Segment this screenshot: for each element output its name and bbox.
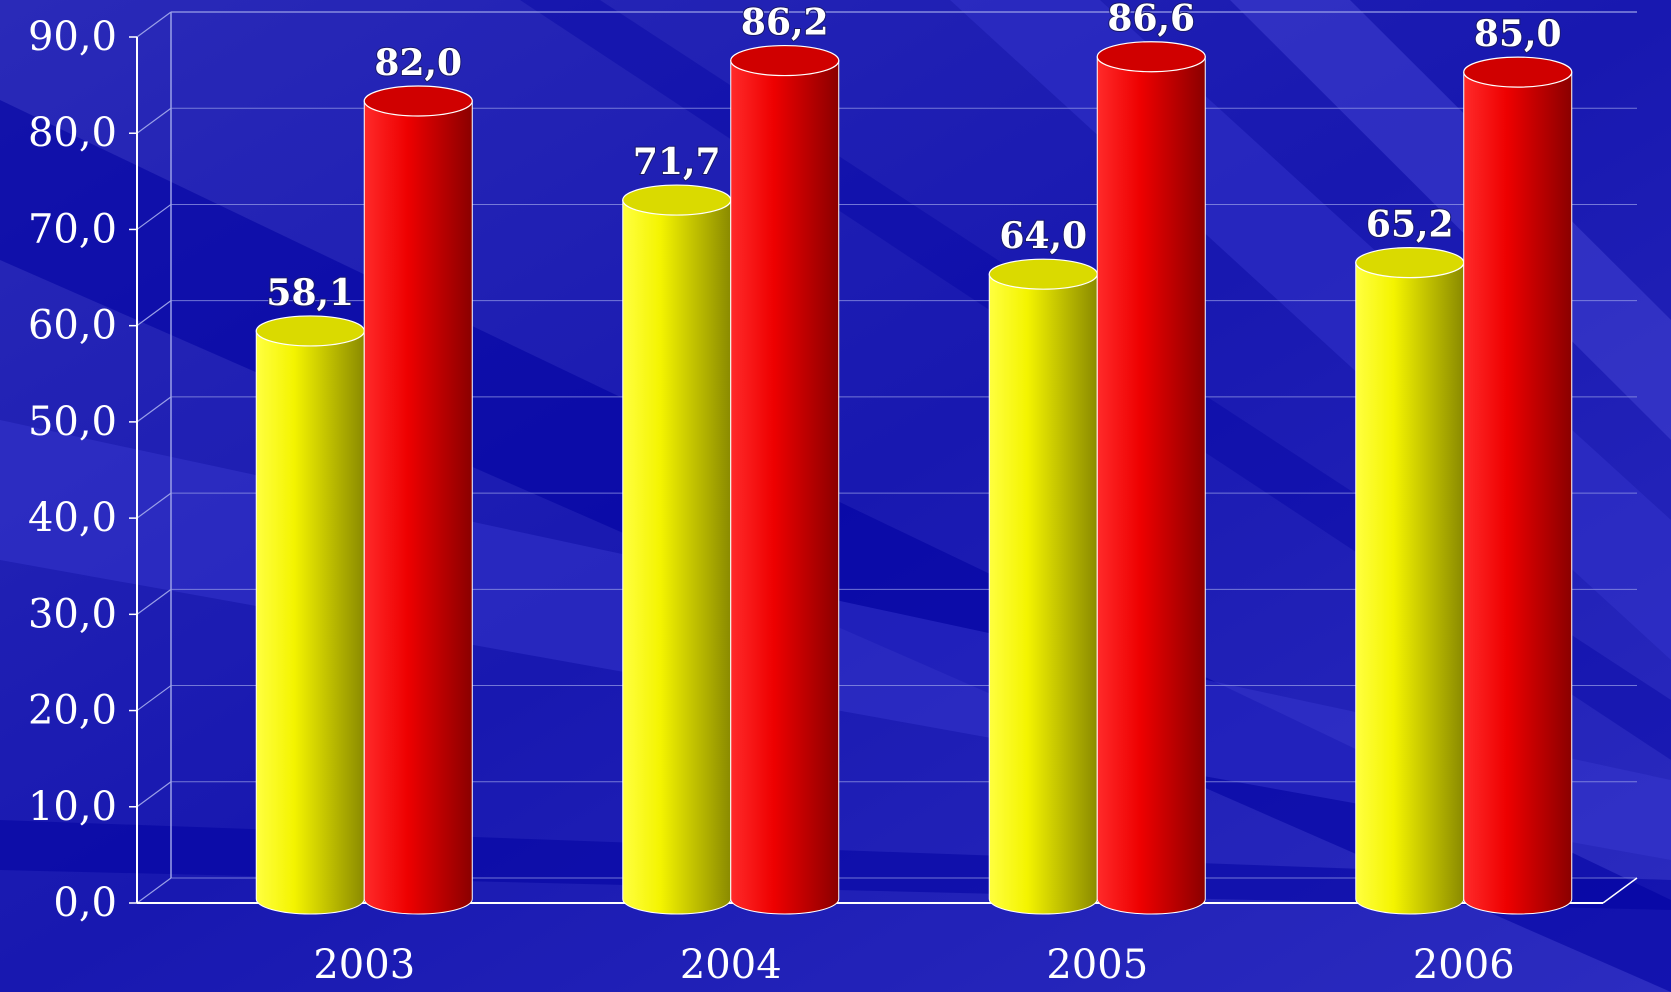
x-category-label: 2006 bbox=[1413, 942, 1515, 988]
x-category-label: 2005 bbox=[1046, 942, 1148, 988]
y-tick-label: 50,0 bbox=[28, 399, 117, 445]
y-tick-label: 70,0 bbox=[28, 206, 117, 252]
bar-2004-series-2 bbox=[730, 44, 840, 915]
bar-body bbox=[1463, 71, 1573, 915]
bar-body bbox=[1355, 262, 1465, 915]
bar-top bbox=[1355, 247, 1465, 279]
y-tick-label: 60,0 bbox=[28, 303, 117, 349]
bar-2006-series-2 bbox=[1463, 56, 1573, 915]
y-tick-label: 80,0 bbox=[28, 110, 117, 156]
x-axis-category-labels: 2003 2004 2005 2006 bbox=[313, 942, 1514, 988]
y-tick-label: 30,0 bbox=[28, 591, 117, 637]
bars bbox=[255, 41, 1573, 915]
x-category-label: 2003 bbox=[313, 942, 415, 988]
y-tick-label: 10,0 bbox=[28, 784, 117, 830]
value-label: 85,0 bbox=[1474, 13, 1562, 55]
value-labels: 58,1 82,0 71,7 86,2 64,0 86,6 65,2 85,0 bbox=[265, 0, 1562, 315]
bar-top bbox=[730, 44, 840, 77]
y-tick-label: 20,0 bbox=[28, 688, 117, 734]
bar-top bbox=[363, 85, 473, 117]
bar-top bbox=[622, 184, 732, 216]
y-axis-tick-labels: 0,0 10,0 20,0 30,0 40,0 50,0 60,0 70,0 80,0 90,0 bbox=[28, 14, 117, 926]
bar-2005-series-1 bbox=[988, 258, 1098, 915]
value-label: 82,0 bbox=[374, 42, 462, 84]
bar-top bbox=[1096, 41, 1206, 73]
y-tick-label: 0,0 bbox=[53, 880, 117, 926]
y-tick-label: 40,0 bbox=[28, 495, 117, 541]
bar-top bbox=[988, 258, 1098, 290]
bar-body bbox=[1096, 56, 1206, 915]
bar-body bbox=[622, 199, 732, 915]
value-label: 86,6 bbox=[1107, 0, 1195, 40]
bar-2006-series-1 bbox=[1355, 247, 1465, 915]
bar-2005-series-2 bbox=[1096, 41, 1206, 915]
value-label: 65,2 bbox=[1366, 204, 1454, 246]
bar-2004-series-1 bbox=[622, 184, 732, 915]
bar-body bbox=[255, 330, 365, 915]
bar-top bbox=[255, 315, 365, 347]
value-label: 71,7 bbox=[633, 141, 721, 183]
value-label: 58,1 bbox=[266, 272, 354, 314]
bar-body bbox=[730, 60, 840, 915]
bar-body bbox=[988, 273, 1098, 915]
bar-2003-series-2 bbox=[363, 85, 473, 915]
x-category-label: 2004 bbox=[680, 942, 782, 988]
bar-top bbox=[1463, 56, 1573, 88]
value-label: 86,2 bbox=[741, 2, 829, 44]
bar-2003-series-1 bbox=[255, 315, 365, 915]
y-tick-label: 90,0 bbox=[28, 14, 117, 60]
bar-body bbox=[363, 100, 473, 915]
value-label: 64,0 bbox=[999, 215, 1087, 257]
